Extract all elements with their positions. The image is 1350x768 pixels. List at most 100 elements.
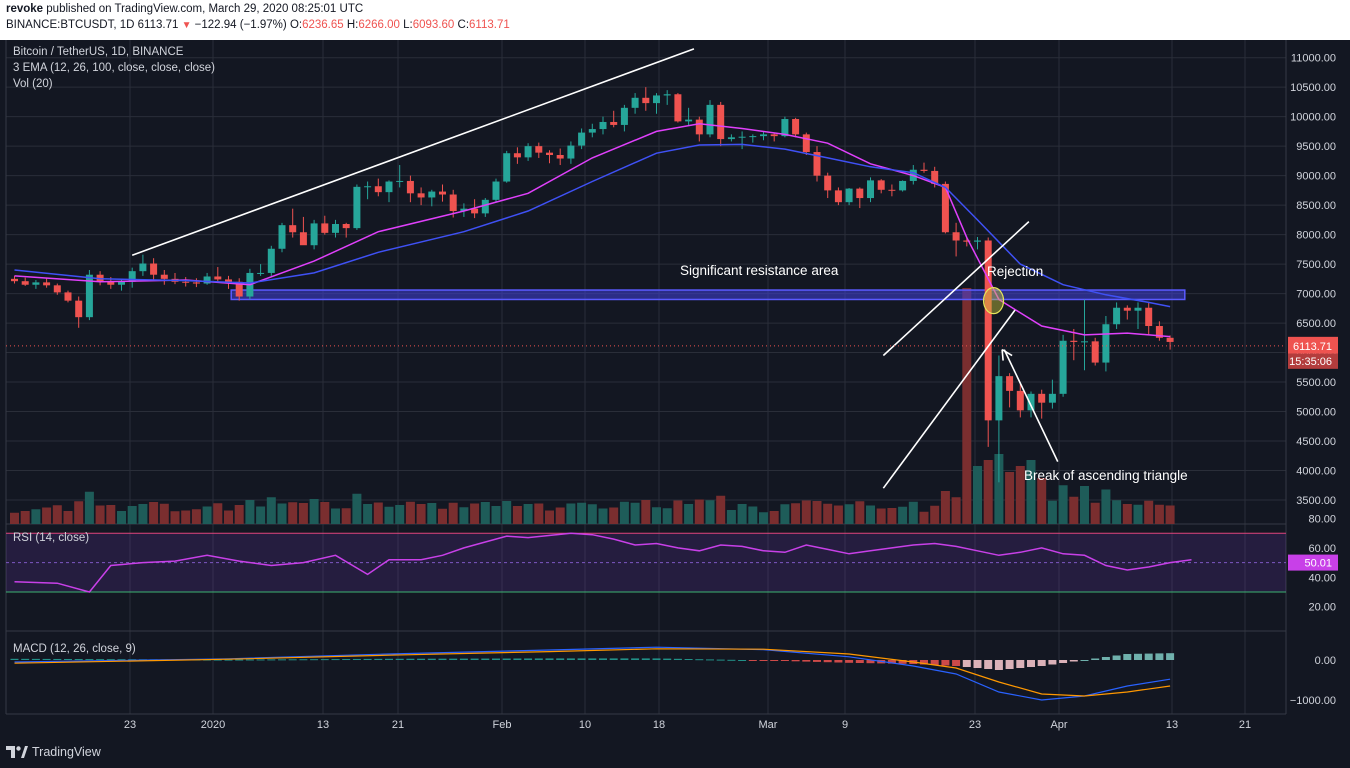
candle-body xyxy=(1027,393,1035,411)
candle-body xyxy=(1102,324,1110,363)
macd-histogram-bar xyxy=(481,658,490,660)
volume-bar xyxy=(662,508,672,524)
candle-body xyxy=(653,95,660,104)
trendline-upper xyxy=(131,48,695,257)
volume-bar xyxy=(951,497,961,524)
macd-histogram-bar xyxy=(213,659,222,661)
tradingview-logo[interactable]: TradingView xyxy=(6,745,101,759)
candle-body xyxy=(43,282,51,286)
candle-body xyxy=(674,94,682,122)
volume-bar xyxy=(1144,500,1154,524)
candle-body xyxy=(578,132,586,146)
volume-bar xyxy=(31,509,41,524)
rsi-tick-label: 40.00 xyxy=(1308,572,1336,584)
macd-histogram-bar xyxy=(395,658,404,660)
macd-histogram-bar xyxy=(1166,653,1175,660)
volume-bar xyxy=(555,507,565,524)
time-tick-label: 21 xyxy=(1239,719,1251,731)
candle-body xyxy=(481,199,489,214)
price-chart[interactable]: Significant resistance area Rejection Brea… xyxy=(0,40,1350,736)
candle-body xyxy=(1048,393,1056,403)
candle-body xyxy=(567,145,575,159)
macd-histogram-bar xyxy=(406,658,415,660)
price-tick-label: 6500.00 xyxy=(1296,318,1336,330)
macd-histogram-bar xyxy=(492,658,500,660)
volume-bar xyxy=(1037,478,1047,524)
macd-histogram-bar xyxy=(673,658,682,660)
candle-body xyxy=(802,134,810,153)
volume-bar xyxy=(363,504,373,524)
macd-histogram-bar xyxy=(620,658,629,660)
candle-body xyxy=(214,276,222,280)
volume-bar xyxy=(823,503,833,524)
volume-bar xyxy=(448,502,458,524)
candle-body xyxy=(813,152,821,176)
time-tick-label: 21 xyxy=(392,719,404,731)
countdown-label: 15:35:06 xyxy=(1289,356,1332,368)
candle-body xyxy=(760,134,767,137)
candle-body xyxy=(738,136,746,138)
price-tick-label: 7000.00 xyxy=(1296,289,1336,301)
volume-bar xyxy=(769,511,779,524)
volume-bar xyxy=(1090,502,1100,524)
volume-bar xyxy=(812,501,822,524)
macd-histogram-bar xyxy=(235,659,244,661)
volume-bar xyxy=(384,506,394,524)
volume-bar xyxy=(309,499,319,524)
volume-bar xyxy=(84,491,94,524)
volume-bar xyxy=(866,505,875,524)
volume-bar xyxy=(545,510,554,524)
macd-histogram-bar xyxy=(855,660,864,663)
volume-bar xyxy=(234,505,244,524)
volume-bar xyxy=(919,511,929,524)
volume-bar xyxy=(598,508,608,524)
macd-histogram-bar xyxy=(716,659,725,661)
volume-bar xyxy=(652,507,661,524)
volume-bar xyxy=(855,501,865,524)
close-label: C: xyxy=(457,19,470,31)
macd-histogram-bar xyxy=(588,658,597,660)
candle-body xyxy=(845,188,853,203)
volume-bar xyxy=(202,506,212,524)
macd-legend[interactable]: MACD (12, 26, close, 9) xyxy=(13,643,136,655)
volume-bar xyxy=(726,510,736,524)
candle-body xyxy=(310,223,318,246)
close-value: 6113.71 xyxy=(469,19,510,31)
macd-histogram-bar xyxy=(1112,655,1121,660)
time-axis[interactable]: 23 2020 13 21 Feb 10 18 Mar 9 23 Apr 13 21 xyxy=(124,719,1251,731)
volume-bar xyxy=(641,500,651,524)
macd-histogram-bar xyxy=(973,660,982,668)
candle-body xyxy=(257,272,265,274)
candle-body xyxy=(1081,341,1088,343)
volume-legend[interactable]: Vol (20) xyxy=(13,78,53,90)
rsi-legend[interactable]: RSI (14, close) xyxy=(13,532,90,544)
price-tick-label: 9000.00 xyxy=(1296,171,1336,183)
volume-bar xyxy=(181,510,191,524)
volume-bar xyxy=(1026,460,1036,524)
last-price-tag xyxy=(1288,336,1338,354)
chart-title: Bitcoin / TetherUS, 1D, BINANCE xyxy=(13,46,184,58)
volume-bar xyxy=(470,503,480,524)
candle-body xyxy=(364,186,372,188)
volume-bar xyxy=(566,503,576,524)
chart-annotation: Rejection xyxy=(987,264,1043,279)
macd-histogram-bar xyxy=(780,660,789,661)
candle-body xyxy=(599,121,607,130)
price-tick-label: 7500.00 xyxy=(1296,259,1336,271)
price-change: −122.94 (−1.97%) xyxy=(194,19,287,31)
price-axis[interactable]: 11000.00 10500.00 10000.00 9500.00 9000.00 85… xyxy=(1288,53,1338,707)
volume-bar xyxy=(277,503,287,524)
ema-legend[interactable]: 3 EMA (12, 26, 100, close, close, close) xyxy=(13,62,215,74)
volume-bar xyxy=(1112,500,1122,524)
macd-histogram-bar xyxy=(288,659,297,661)
volume-bar xyxy=(213,503,223,524)
candle-body xyxy=(1134,307,1142,311)
macd-histogram-bar xyxy=(1037,660,1046,666)
break-arrow-head xyxy=(1001,348,1013,361)
price-tick-label: 11000.00 xyxy=(1291,53,1336,65)
macd-histogram-bar xyxy=(802,660,811,662)
author-name[interactable]: revoke xyxy=(6,3,44,15)
candle-body xyxy=(203,276,211,284)
volume-bar xyxy=(523,504,533,524)
volume-bar xyxy=(1154,504,1164,524)
